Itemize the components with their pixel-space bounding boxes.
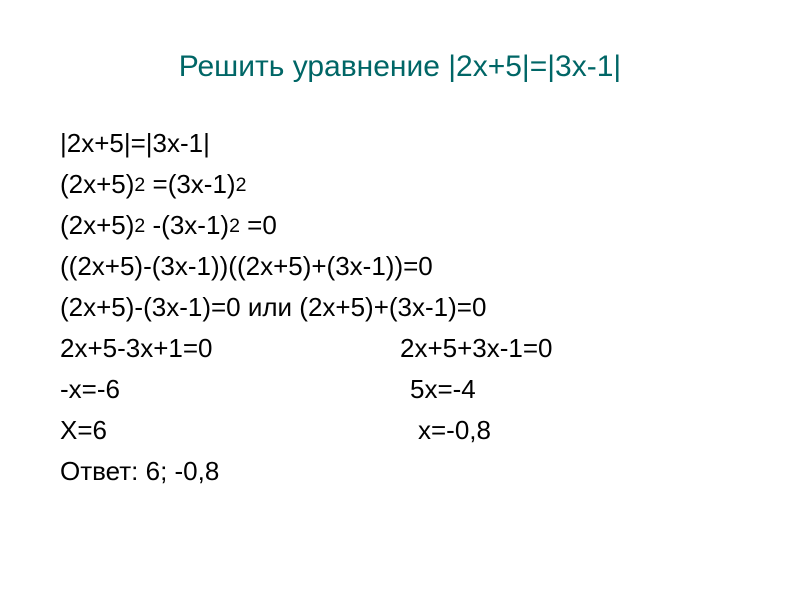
superscript: 2 xyxy=(134,174,145,196)
equation-line-8: X=6x=-0,8 xyxy=(60,411,740,450)
solution-content: |2x+5|=|3x-1| (2x+5)2 =(3x-1)2 (2x+5)2 -… xyxy=(60,124,740,491)
eq-8-right: x=-0,8 xyxy=(418,411,491,450)
equation-line-6: 2x+5-3x+1=02x+5+3x-1=0 xyxy=(60,329,740,368)
superscript: 2 xyxy=(236,174,247,196)
eq-3-part-b: -(3x-1) xyxy=(145,210,229,240)
answer-line: Ответ: 6; -0,8 xyxy=(60,452,740,491)
equation-line-7: -x=-65x=-4 xyxy=(60,370,740,409)
eq-6-right: 2x+5+3x-1=0 xyxy=(400,329,553,368)
eq-7-right: 5x=-4 xyxy=(410,370,476,409)
equation-line-5: (2x+5)-(3x-1)=0 или (2x+5)+(3x-1)=0 xyxy=(60,288,740,327)
superscript: 2 xyxy=(229,215,240,237)
eq-3-part-c: =0 xyxy=(240,210,277,240)
equation-line-2: (2x+5)2 =(3x-1)2 xyxy=(60,165,740,204)
equation-line-1: |2x+5|=|3x-1| xyxy=(60,124,740,163)
equation-line-3: (2x+5)2 -(3x-1)2 =0 xyxy=(60,206,740,245)
eq-8-left: X=6 xyxy=(60,411,418,450)
eq-3-part-a: (2x+5) xyxy=(60,210,134,240)
eq-2-part-a: (2x+5) xyxy=(60,169,134,199)
eq-7-left: -x=-6 xyxy=(60,370,410,409)
eq-2-part-b: =(3x-1) xyxy=(145,169,235,199)
slide-title: Решить уравнение |2x+5|=|3x-1| xyxy=(60,50,740,84)
equation-line-4: ((2x+5)-(3x-1))((2x+5)+(3x-1))=0 xyxy=(60,247,740,286)
eq-6-left: 2x+5-3x+1=0 xyxy=(60,329,400,368)
superscript: 2 xyxy=(134,215,145,237)
